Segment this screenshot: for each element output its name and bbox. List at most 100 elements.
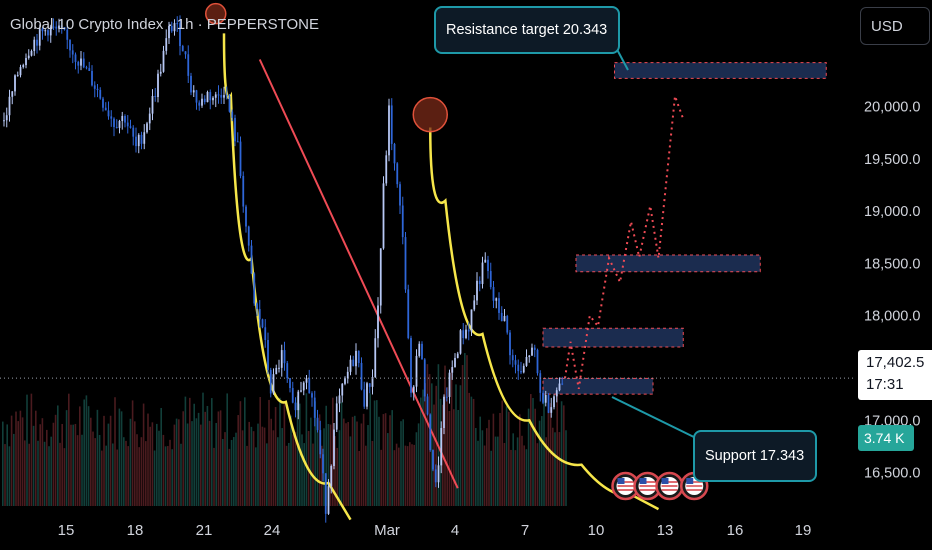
candle-body xyxy=(140,134,143,144)
volume-bar xyxy=(180,443,182,506)
volume-bar xyxy=(556,394,558,506)
candle-body xyxy=(41,28,44,32)
volume-bar xyxy=(109,415,112,506)
volume-bar xyxy=(61,423,63,506)
candle-body xyxy=(302,382,305,391)
candle-body xyxy=(484,259,487,263)
candle-body xyxy=(371,377,374,387)
candle-body xyxy=(85,67,88,69)
candle-body xyxy=(280,350,283,368)
fit-curve xyxy=(429,127,660,511)
volume-bar xyxy=(345,423,347,506)
volume-bar xyxy=(510,449,512,506)
projection-line xyxy=(564,95,685,390)
candle-body xyxy=(5,115,8,121)
volume-bar xyxy=(380,449,382,506)
volume-bar xyxy=(406,446,409,506)
volume-bar xyxy=(222,438,224,506)
volume-bar xyxy=(208,420,211,506)
candle-body xyxy=(165,38,168,51)
volume-bar xyxy=(270,418,272,506)
candle-body xyxy=(236,141,239,143)
volume-bar xyxy=(72,424,74,506)
volume-bar xyxy=(127,446,129,506)
volume-bar xyxy=(68,393,70,506)
y-tick-label: 20,000.0 xyxy=(864,100,920,116)
volume-bar xyxy=(277,437,279,506)
candle-body xyxy=(245,206,247,227)
volume-bar xyxy=(376,400,378,506)
y-tick-label: 18,000.0 xyxy=(864,309,920,325)
volume-bar xyxy=(195,418,198,506)
candle-body xyxy=(179,23,181,47)
candle-body xyxy=(49,26,52,36)
candle-body xyxy=(478,280,481,284)
candle-body xyxy=(305,378,308,383)
candle-body xyxy=(401,205,404,238)
volume-bar xyxy=(563,405,565,506)
volume-bar xyxy=(2,421,4,506)
volume-bar xyxy=(435,385,437,506)
y-tick-label: 19,500.0 xyxy=(864,152,920,168)
candle-body xyxy=(88,68,91,71)
candle-body xyxy=(267,340,269,370)
candle-body xyxy=(55,26,58,29)
volume-bar xyxy=(114,397,116,506)
candle-body xyxy=(509,332,511,356)
volume-bar xyxy=(519,414,521,506)
volume-bar xyxy=(272,430,275,506)
candle-body xyxy=(517,364,520,372)
candle-body xyxy=(38,28,41,46)
volume-bar xyxy=(455,384,457,506)
candle-body xyxy=(374,338,377,378)
candle-body xyxy=(93,85,96,89)
volume-bar xyxy=(92,431,94,506)
volume-bar xyxy=(290,415,292,506)
candle-body xyxy=(36,39,38,46)
volume-bar xyxy=(534,408,536,506)
volume-bar xyxy=(134,421,136,506)
candle-body xyxy=(363,389,366,407)
candle-body xyxy=(157,73,159,98)
volume-bar xyxy=(488,419,490,506)
candle-body xyxy=(399,184,401,206)
candle-body xyxy=(135,136,137,147)
volume-bar xyxy=(384,413,387,506)
volume-bar xyxy=(250,426,253,506)
volume-bar xyxy=(186,423,189,506)
volume-bar xyxy=(318,414,321,506)
volume-bar xyxy=(105,445,107,506)
volume-bar xyxy=(382,414,385,506)
volume-bar xyxy=(252,431,255,506)
volume-bar xyxy=(107,423,110,506)
volume-bar xyxy=(52,422,55,506)
candle-body xyxy=(382,183,385,249)
candle-body xyxy=(192,90,195,93)
volume-bar xyxy=(453,409,455,506)
volume-bar xyxy=(552,427,554,506)
volume-bar xyxy=(433,404,435,506)
candle-body xyxy=(159,71,162,74)
currency-selector[interactable]: USD xyxy=(860,7,930,45)
volume-bar xyxy=(323,428,325,506)
volume-bar xyxy=(235,432,237,506)
candle-body xyxy=(278,367,280,369)
volume-bar xyxy=(32,425,35,506)
volume-bar xyxy=(475,427,477,506)
candle-body xyxy=(300,390,302,392)
candle-body xyxy=(451,366,454,373)
candle-body xyxy=(69,39,71,51)
volume-bar xyxy=(279,397,281,506)
volume-bar xyxy=(503,442,506,506)
volume-bar xyxy=(400,421,402,506)
candle-body xyxy=(498,298,500,313)
volume-bar xyxy=(268,399,270,506)
volume-bar xyxy=(54,414,57,506)
flag-canton xyxy=(661,478,669,484)
volume-bar xyxy=(136,434,138,506)
candle-body xyxy=(190,75,192,93)
volume-bar xyxy=(162,434,165,506)
candle-body xyxy=(324,473,327,514)
volume-bar xyxy=(301,434,303,506)
